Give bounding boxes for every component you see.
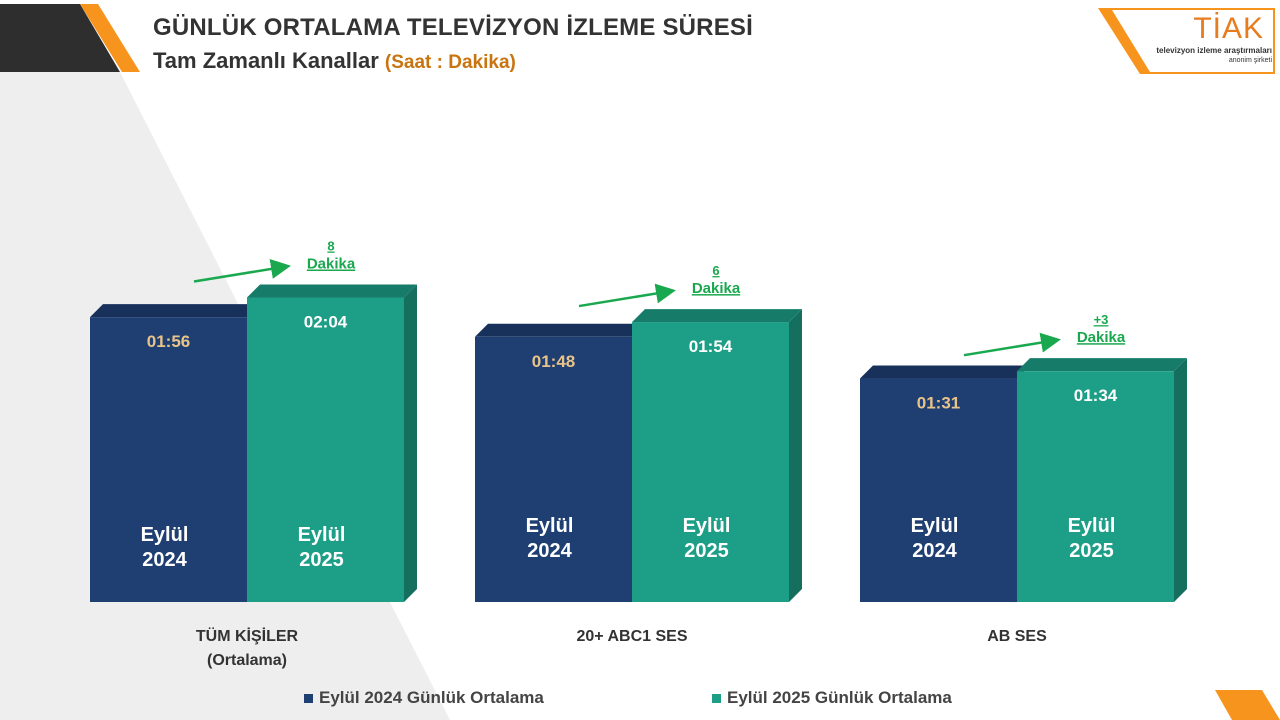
bar-2024 [475, 336, 632, 602]
bar-top-2025 [247, 284, 417, 298]
bar-inner-label-2024-year: 2024 [527, 540, 572, 562]
category-label: AB SES [987, 628, 1047, 645]
legend-item-2025: Eylül 2025 Günlük Ortalama [712, 688, 952, 708]
bar-inner-label-2024-month: Eylül [526, 515, 574, 537]
page-title: GÜNLÜK ORTALAMA TELEVİZYON İZLEME SÜRESİ [153, 14, 753, 41]
bar-inner-label-2024-month: Eylül [141, 524, 189, 546]
bar-2024 [860, 378, 1017, 602]
change-arrow [963, 332, 1061, 357]
bar-value-label-2024: 01:31 [917, 394, 960, 413]
bar-side-2025 [1174, 358, 1187, 602]
bar-inner-label-2025-month: Eylül [298, 524, 346, 546]
bar-inner-label-2025-year: 2025 [299, 549, 344, 571]
bar-value-label-2025: 02:04 [304, 313, 348, 332]
bar-inner-label-2024-month: Eylül [911, 515, 959, 537]
change-unit: Dakika [1077, 329, 1126, 346]
logo-white-panel [1112, 10, 1273, 72]
bar-inner-label-2024-year: 2024 [912, 540, 957, 562]
bar-inner-label-2025-month: Eylül [683, 515, 731, 537]
bar-side-2025 [789, 309, 802, 602]
unit-label: (Saat : Dakika) [384, 52, 516, 73]
bar-top-2025 [1017, 358, 1187, 372]
legend-swatch-2025 [712, 693, 721, 703]
bar-2025 [632, 322, 789, 602]
bar-side-2025 [404, 284, 417, 602]
bar-value-label-2024: 01:56 [147, 332, 190, 351]
legend-label-2024: Eylül 2024 Günlük Ortalama [319, 688, 544, 707]
change-arrow [193, 259, 291, 283]
bar-2025 [1017, 371, 1174, 602]
category-label: 20+ ABC1 SES [576, 628, 687, 645]
change-value: +3 [1094, 312, 1109, 327]
header-dark-block [0, 4, 120, 72]
bar-2024 [90, 317, 247, 602]
footer-orange-shape [1215, 690, 1280, 720]
bar-top-2024 [860, 365, 1030, 379]
bar-inner-label-2025-year: 2025 [684, 540, 729, 562]
change-value: 8 [327, 239, 334, 254]
bar-value-label-2025: 01:54 [689, 337, 733, 356]
bar-top-2024 [475, 323, 645, 337]
category-label: TÜM KİŞİLER [196, 626, 299, 645]
change-value: 6 [712, 263, 719, 278]
category-label: (Ortalama) [207, 652, 287, 669]
logo-company-type: anonim şirketi [1228, 57, 1272, 64]
bar-value-label-2025: 01:34 [1074, 386, 1118, 405]
bar-chart: 01:56 Eylül 2024 02:04 Eylül 2025 TÜM KİŞİLER (… [90, 239, 1187, 669]
tiak-logo: TİAK televizyon izleme araştırmaları ano… [1122, 14, 1272, 65]
legend-swatch-2024 [304, 693, 313, 703]
bar-2025 [247, 297, 404, 602]
bar-top-2024 [90, 304, 260, 318]
change-unit: Dakika [307, 256, 356, 273]
change-arrow [578, 283, 676, 308]
legend-label-2025: Eylül 2025 Günlük Ortalama [727, 688, 952, 707]
header-orange-stripe [80, 4, 140, 72]
bar-inner-label-2025-month: Eylül [1068, 515, 1116, 537]
chart-legend: Eylül 2024 Günlük Ortalama Eylül 2025 Gü… [0, 688, 1280, 712]
bar-inner-label-2025-year: 2025 [1069, 540, 1114, 562]
bar-inner-label-2024-year: 2024 [142, 549, 187, 571]
subtitle-text: Tam Zamanlı Kanallar [153, 48, 379, 73]
change-unit: Dakika [692, 280, 741, 297]
legend-item-2024: Eylül 2024 Günlük Ortalama [304, 688, 544, 708]
logo-wordmark: TİAK [1193, 12, 1264, 45]
page-subtitle: Tam Zamanlı Kanallar (Saat : Dakika) [153, 48, 516, 74]
bar-top-2025 [632, 309, 802, 323]
bar-value-label-2024: 01:48 [532, 352, 575, 371]
logo-tagline: televizyon izleme araştırmaları [1156, 46, 1272, 55]
